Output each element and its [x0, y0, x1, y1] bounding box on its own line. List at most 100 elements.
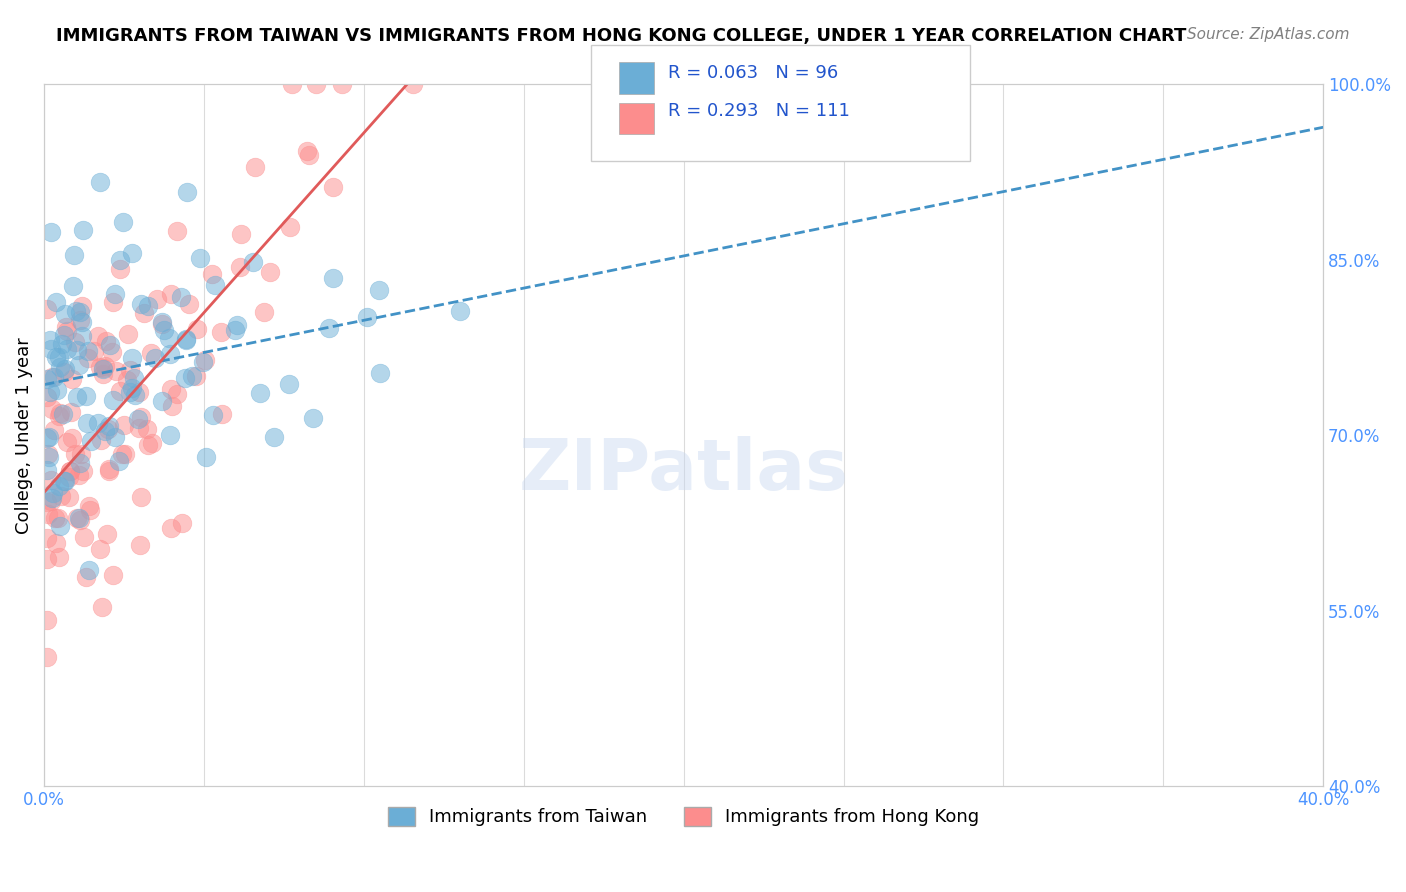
- Point: [45, 536, 67, 550]
- Point: [55, 475, 77, 489]
- Point: [134, 306, 156, 320]
- Point: [174, 332, 197, 346]
- Point: [136, 299, 159, 313]
- Point: [72, 464, 94, 478]
- Point: [60, 405, 83, 419]
- Point: [77, 344, 100, 359]
- Point: [39, 473, 62, 487]
- Point: [226, 318, 249, 333]
- Point: [98, 418, 121, 433]
- Point: [37, 507, 59, 521]
- Point: [79, 502, 101, 516]
- Point: [38, 450, 60, 464]
- Point: [91, 361, 114, 376]
- Point: [121, 246, 143, 260]
- Point: [65, 334, 87, 349]
- Point: [242, 255, 264, 269]
- Point: [75, 389, 97, 403]
- Point: [67, 467, 90, 482]
- Point: [94, 424, 117, 438]
- Point: [115, 373, 138, 387]
- Point: [51, 336, 73, 351]
- Point: [59, 464, 82, 478]
- Point: [131, 297, 153, 311]
- Point: [42, 423, 65, 437]
- Point: [318, 320, 340, 334]
- Text: IMMIGRANTS FROM TAIWAN VS IMMIGRANTS FROM HONG KONG COLLEGE, UNDER 1 YEAR CORREL: IMMIGRANTS FROM TAIWAN VS IMMIGRANTS FRO…: [56, 27, 1187, 45]
- Point: [38, 430, 60, 444]
- Point: [51, 489, 73, 503]
- Point: [172, 516, 194, 530]
- Point: [157, 331, 180, 345]
- Point: [52, 474, 75, 488]
- Point: [69, 456, 91, 470]
- Point: [129, 410, 152, 425]
- Point: [177, 297, 200, 311]
- Point: [66, 343, 89, 357]
- Point: [52, 408, 75, 422]
- Point: [100, 345, 122, 359]
- Point: [128, 385, 150, 400]
- Point: [209, 325, 232, 339]
- Point: [72, 223, 94, 237]
- Point: [228, 260, 250, 274]
- Point: [62, 279, 84, 293]
- Point: [186, 369, 208, 384]
- Point: [53, 307, 76, 321]
- Point: [160, 399, 183, 413]
- Point: [101, 295, 124, 310]
- Point: [77, 563, 100, 577]
- Point: [305, 78, 328, 92]
- Point: [449, 303, 471, 318]
- Point: [121, 381, 143, 395]
- Point: [89, 359, 111, 374]
- Point: [96, 334, 118, 349]
- Point: [45, 383, 67, 397]
- Point: [229, 227, 252, 241]
- Point: [243, 160, 266, 174]
- Point: [42, 370, 65, 384]
- Point: [41, 369, 63, 384]
- Point: [49, 360, 72, 375]
- Point: [127, 412, 149, 426]
- Point: [98, 338, 121, 352]
- Point: [159, 428, 181, 442]
- Point: [186, 322, 208, 336]
- Point: [211, 407, 233, 421]
- Point: [141, 436, 163, 450]
- Point: [90, 434, 112, 448]
- Point: [111, 447, 134, 461]
- Point: [83, 343, 105, 358]
- Y-axis label: College, Under 1 year: College, Under 1 year: [15, 337, 32, 533]
- Point: [39, 225, 62, 239]
- Point: [41, 491, 63, 505]
- Point: [166, 386, 188, 401]
- Point: [104, 364, 127, 378]
- Point: [129, 491, 152, 505]
- Point: [38, 385, 60, 400]
- Point: [103, 430, 125, 444]
- Point: [70, 300, 93, 314]
- Point: [37, 431, 59, 445]
- Point: [121, 351, 143, 365]
- Point: [160, 287, 183, 301]
- Point: [135, 422, 157, 436]
- Point: [368, 366, 391, 380]
- Point: [368, 283, 391, 297]
- Point: [45, 294, 67, 309]
- Point: [104, 286, 127, 301]
- Point: [91, 367, 114, 381]
- Point: [128, 421, 150, 435]
- Point: [356, 310, 378, 324]
- Point: [191, 355, 214, 369]
- Point: [39, 333, 62, 347]
- Point: [63, 447, 86, 461]
- Point: [66, 511, 89, 525]
- Point: [110, 384, 132, 398]
- Point: [96, 526, 118, 541]
- Point: [91, 361, 114, 376]
- Point: [120, 384, 142, 399]
- Point: [224, 323, 246, 337]
- Point: [302, 411, 325, 425]
- Text: R = 0.063   N = 96: R = 0.063 N = 96: [668, 64, 838, 82]
